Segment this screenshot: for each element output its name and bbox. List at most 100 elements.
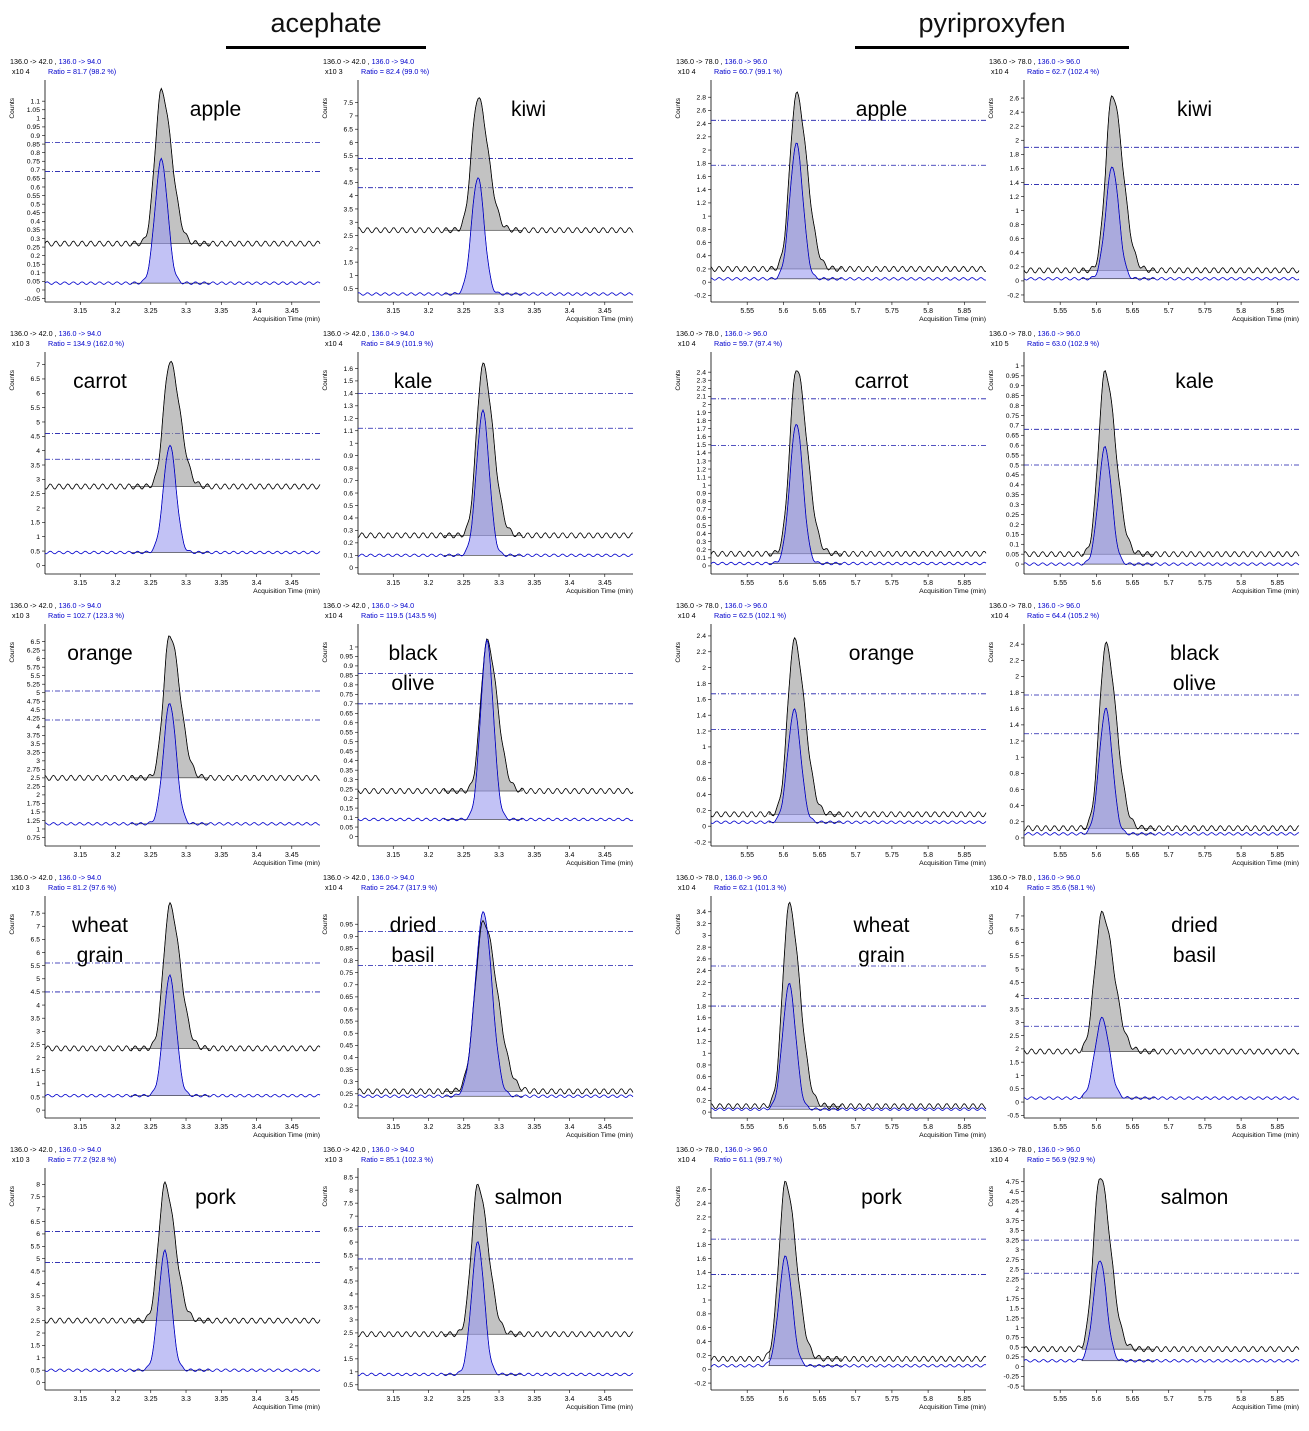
quantifier-trace	[710, 636, 987, 818]
quantifier-trace	[44, 360, 321, 490]
y-tick-label: 5.25	[27, 682, 40, 689]
y-tick-label: 0.5	[31, 1367, 41, 1374]
quantifier-trace	[710, 91, 987, 273]
y-tick-label: 0.6	[1010, 236, 1020, 243]
y-axis-label: Counts	[675, 913, 682, 934]
y-tick-label: 1.75	[1006, 1296, 1019, 1303]
y-tick-label: 0.45	[1006, 472, 1019, 479]
x-tick-label: 3.2	[424, 852, 434, 859]
y-multiplier: x10 3	[12, 883, 30, 892]
x-tick-label: 5.85	[957, 1124, 971, 1131]
x-axis-label: Acquisition Time (min)	[566, 316, 633, 323]
y-tick-label: 0.5	[1010, 462, 1020, 469]
y-tick-label: 1	[36, 116, 40, 123]
y-tick-label: 0.7	[344, 982, 354, 989]
y-tick-label: 0.15	[340, 805, 353, 812]
x-tick-label: 3.2	[111, 308, 121, 315]
quantifier-trace	[710, 1180, 987, 1363]
y-tick-label: 1.4	[697, 450, 707, 457]
y-tick-label: 2.2	[697, 1214, 707, 1221]
y-tick-label: 2.5	[31, 491, 41, 498]
y-tick-label: 2.4	[697, 1200, 707, 1207]
y-tick-label: 2.5	[31, 1042, 41, 1049]
y-tick-label: 4	[1015, 1208, 1019, 1215]
y-tick-label: 0.9	[31, 133, 41, 140]
y-tick-label: 5	[36, 690, 40, 697]
y-tick-label: 6.5	[31, 937, 41, 944]
y-tick-label: 1	[702, 482, 706, 489]
y-tick-label: 0.2	[697, 1353, 707, 1360]
x-tick-label: 3.3	[494, 1124, 504, 1131]
ratio-label: Ratio = 63.0 (102.9 %)	[1027, 339, 1099, 348]
y-tick-label: 7.5	[344, 1200, 354, 1207]
quantifier-trace	[710, 370, 987, 557]
y-tick-label: 4.5	[344, 180, 354, 187]
x-tick-label: 5.85	[1270, 1396, 1284, 1403]
x-tick-label: 5.65	[1126, 1396, 1140, 1403]
x-tick-label: 3.45	[285, 852, 299, 859]
y-tick-label: 1.5	[344, 378, 354, 385]
y-tick-label: 0.3	[344, 777, 354, 784]
x-axis-label: Acquisition Time (min)	[566, 1404, 633, 1411]
y-tick-label: 1.8	[1010, 152, 1020, 159]
sample-label: kiwi	[511, 98, 546, 121]
x-tick-label: 3.25	[457, 308, 471, 315]
y-tick-label: 8	[36, 1182, 40, 1189]
x-tick-label: 3.35	[214, 580, 228, 587]
y-tick-label: 0	[1015, 1364, 1019, 1371]
x-tick-label: 3.3	[181, 580, 191, 587]
y-tick-label: 0.2	[344, 540, 354, 547]
x-tick-label: 5.75	[885, 308, 899, 315]
x-tick-label: 5.7	[1164, 1396, 1174, 1403]
x-tick-label: 5.7	[851, 580, 861, 587]
y-tick-label: 4.75	[27, 699, 40, 706]
y-multiplier: x10 4	[991, 883, 1009, 892]
y-tick-label: 1.2	[1010, 194, 1020, 201]
y-tick-label: 5	[36, 1256, 40, 1263]
transition-header: 136.0 -> 42.0 , 136.0 -> 94.0	[323, 329, 414, 338]
y-tick-label: 0.4	[1010, 803, 1020, 810]
y-tick-label: 0.6	[344, 1006, 354, 1013]
transition-header: 136.0 -> 42.0 , 136.0 -> 94.0	[323, 57, 414, 66]
y-tick-label: 0.05	[340, 824, 353, 831]
y-tick-label: 0.3	[344, 1079, 354, 1086]
y-tick-label: 0.5	[344, 739, 354, 746]
y-tick-label: 0.35	[1006, 492, 1019, 499]
y-multiplier: x10 4	[678, 339, 696, 348]
x-tick-label: 3.4	[565, 308, 575, 315]
x-tick-label: 3.25	[457, 580, 471, 587]
y-tick-label: 2.2	[697, 980, 707, 987]
y-tick-label: 4.5	[31, 989, 41, 996]
y-tick-label: 1	[1015, 363, 1019, 370]
y-tick-label: 5	[36, 976, 40, 983]
y-tick-label: 0.65	[340, 994, 353, 1001]
x-tick-label: 3.35	[214, 1396, 228, 1403]
sample-label: grain	[77, 944, 124, 967]
y-tick-label: 0.5	[31, 201, 41, 208]
y-tick-label: -0.5	[1007, 1383, 1019, 1390]
transition-header: 136.0 -> 78.0 , 136.0 -> 96.0	[989, 873, 1080, 882]
qual-peak-area	[130, 444, 210, 554]
sample-label: orange	[849, 642, 914, 665]
y-tick-label: 0.75	[27, 159, 40, 166]
y-tick-label: 4.25	[27, 716, 40, 723]
y-tick-label: 0.7	[31, 167, 41, 174]
y-tick-label: 6.5	[31, 376, 41, 383]
y-tick-label: 2.5	[1010, 1033, 1020, 1040]
y-tick-label: 1	[1015, 1073, 1019, 1080]
y-tick-label: 1.5	[1010, 1306, 1020, 1313]
y-tick-label: 6	[349, 1239, 353, 1246]
y-axis-label: Counts	[9, 97, 16, 118]
x-tick-label: 3.15	[386, 1124, 400, 1131]
ratio-label: Ratio = 119.5 (143.5 %)	[361, 611, 437, 620]
y-tick-label: 7	[36, 362, 40, 369]
x-tick-label: 5.75	[1198, 1124, 1212, 1131]
y-tick-label: 1	[349, 441, 353, 448]
x-tick-label: 5.85	[1270, 852, 1284, 859]
x-tick-label: 5.55	[1053, 308, 1067, 315]
y-tick-label: 0.25	[1006, 1354, 1019, 1361]
x-tick-label: 5.55	[740, 308, 754, 315]
